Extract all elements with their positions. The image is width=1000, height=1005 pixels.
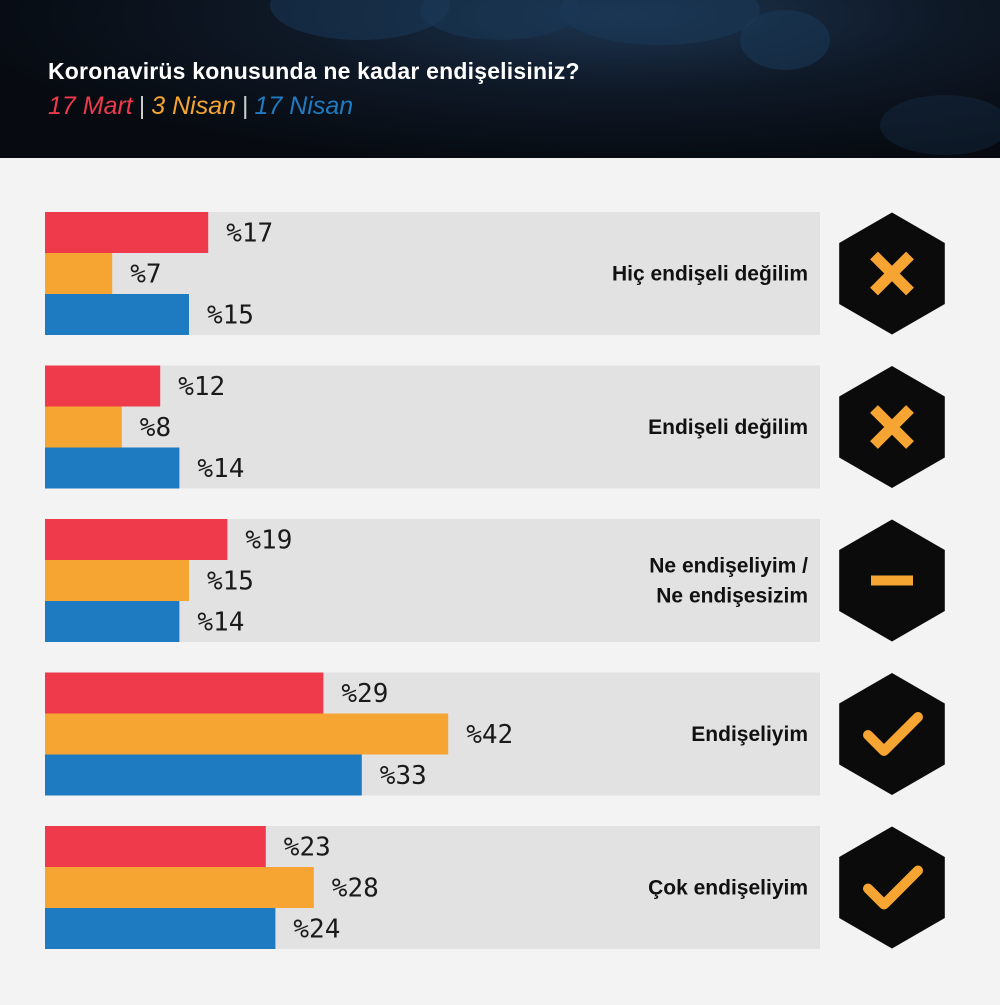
bar-3-nisan: [45, 713, 449, 755]
category-group-hic-endiseli-degilim: %17 %7 %15 Hiç endişeli değilim: [45, 212, 945, 335]
legend-separator: |: [138, 92, 146, 120]
bar-17-mart: [45, 672, 324, 714]
bar-17-nisan: [45, 601, 180, 642]
category-group-endiseliyim: %29 %42 %33 Endişeliyim: [45, 672, 945, 796]
bar-17-mart: [45, 519, 228, 560]
legend-item-17-mart: 17 Mart: [48, 92, 133, 120]
bar-17-nisan: [45, 294, 189, 335]
data-label: %8: [140, 413, 171, 443]
background-virus-image: [880, 95, 1000, 155]
data-label: %17: [226, 219, 273, 249]
category-label: Ne endişeliyim /: [649, 555, 808, 578]
legend-item-17-nisan: 17 Nisan: [254, 92, 354, 120]
data-label: %14: [197, 608, 244, 638]
category-group-endiseli-degilim: %12%8 %14 Endişeli değilim: [45, 365, 945, 489]
legend-item-3-nisan: 3 Nisan: [151, 92, 237, 120]
bar-3-nisan: [45, 406, 122, 448]
data-label: %15: [207, 301, 254, 331]
category-label: Endişeliyim: [691, 723, 808, 746]
legend-separator: |: [242, 92, 249, 120]
legend: 17 Mart | 3 Nisan | 17 Nisan: [48, 92, 353, 121]
x-icon: [870, 405, 914, 449]
bar-17-mart: [45, 826, 266, 867]
hexagon-badge: [839, 673, 945, 795]
category-label: Çok endişeliyim: [648, 877, 808, 900]
background-virus-image: [740, 10, 830, 70]
bar-chart: %17 %7 %15 Hiç endişeli değilim %12%8 %14 Endi…: [45, 212, 945, 949]
bar-3-nisan: [45, 253, 113, 294]
bar-3-nisan: [45, 560, 189, 601]
chart-area: %17 %7 %15 Hiç endişeli değilim %12 %8 %14 Endi…: [0, 158, 1000, 1000]
dash-icon: [871, 575, 913, 586]
x-icon: [870, 251, 914, 296]
check-icon: [863, 712, 923, 756]
data-label: %14: [197, 454, 244, 484]
category-group-ne-endiseliyim-ne-endisesizim: %19 %15 %14 Ne endişeliyim / Ne endişesizim: [45, 519, 945, 642]
chart-title: Koronavirüs konusunda ne kadar endişelis…: [48, 58, 580, 84]
data-label: %29: [341, 679, 388, 709]
bar-17-mart: [45, 212, 209, 253]
data-label: %24: [293, 915, 340, 945]
data-label: %33: [380, 761, 427, 791]
bar-3-nisan: [45, 867, 314, 908]
bar-17-nisan: [45, 908, 276, 949]
data-label: %23: [284, 833, 331, 863]
data-label: %19: [245, 526, 292, 556]
hexagon-badge: [839, 826, 945, 949]
category-group-cok-endiseliyim: %23%28 %24 Çok endişeliyim: [45, 826, 945, 949]
bar-17-mart: [45, 365, 161, 407]
bar-17-nisan: [45, 447, 180, 489]
bar-17-nisan: [45, 754, 362, 796]
data-label: %12: [178, 372, 225, 402]
category-label: Ne endişesizim: [656, 585, 808, 608]
data-label: %15: [207, 567, 254, 597]
check-icon: [863, 865, 923, 910]
data-label: %42: [466, 720, 513, 750]
background-virus-image: [560, 0, 760, 45]
header-banner: Koronavirüs konusunda ne kadar endişelis…: [0, 0, 1000, 158]
background-virus-image: [420, 0, 580, 40]
category-label: Hiç endişeli değilim: [612, 263, 808, 286]
data-label: %28: [332, 874, 379, 904]
category-label: Endişeli değilim: [648, 416, 808, 439]
data-label: %7: [130, 260, 161, 290]
